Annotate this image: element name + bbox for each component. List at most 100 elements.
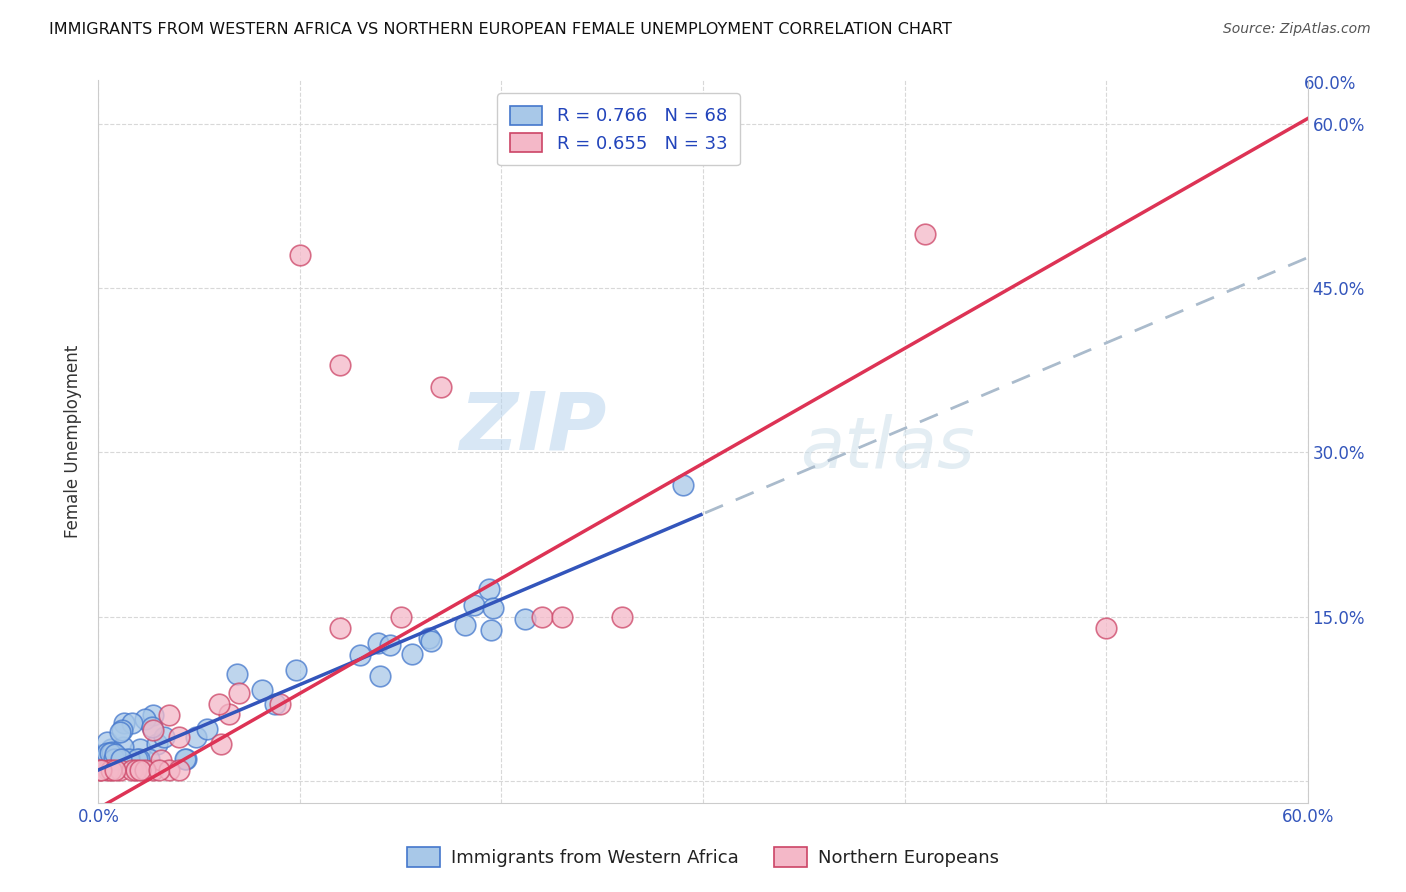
Point bbox=[142, 723, 165, 738]
Point bbox=[150, 753, 173, 767]
Point bbox=[208, 698, 231, 712]
Point bbox=[104, 752, 127, 766]
Point bbox=[110, 725, 132, 739]
Point bbox=[111, 723, 134, 737]
Point bbox=[209, 737, 232, 751]
Point bbox=[118, 752, 141, 766]
Point bbox=[90, 748, 112, 763]
Point bbox=[288, 248, 311, 262]
Point bbox=[269, 698, 291, 712]
Point bbox=[110, 763, 132, 777]
Text: 60.0%: 60.0% bbox=[1303, 75, 1357, 93]
Point bbox=[157, 763, 180, 777]
Point bbox=[111, 740, 134, 755]
Point bbox=[672, 478, 695, 492]
Legend: R = 0.766   N = 68, R = 0.655   N = 33: R = 0.766 N = 68, R = 0.655 N = 33 bbox=[496, 93, 740, 165]
Point bbox=[100, 742, 122, 756]
Y-axis label: Female Unemployment: Female Unemployment bbox=[65, 345, 83, 538]
Text: Source: ZipAtlas.com: Source: ZipAtlas.com bbox=[1223, 22, 1371, 37]
Point bbox=[98, 746, 121, 760]
Point bbox=[479, 623, 502, 637]
Point bbox=[195, 722, 218, 736]
Point bbox=[146, 737, 169, 751]
Point bbox=[108, 752, 131, 766]
Point bbox=[225, 666, 247, 681]
Point bbox=[184, 730, 207, 744]
Text: atlas: atlas bbox=[800, 414, 974, 483]
Point bbox=[124, 763, 146, 777]
Point bbox=[96, 735, 118, 749]
Point bbox=[157, 708, 180, 723]
Point bbox=[478, 582, 501, 597]
Point bbox=[90, 752, 112, 766]
Point bbox=[93, 752, 115, 766]
Point bbox=[121, 715, 143, 730]
Point bbox=[128, 742, 150, 756]
Point bbox=[104, 763, 127, 777]
Point bbox=[1095, 621, 1118, 635]
Point bbox=[463, 598, 485, 612]
Point bbox=[284, 663, 307, 677]
Point bbox=[454, 617, 477, 632]
Point bbox=[329, 358, 352, 372]
Point bbox=[117, 751, 139, 765]
Point bbox=[97, 752, 120, 766]
Point bbox=[418, 631, 440, 645]
Point bbox=[89, 752, 111, 766]
Point bbox=[148, 763, 170, 777]
Point bbox=[218, 706, 240, 721]
Point bbox=[97, 763, 120, 777]
Point bbox=[110, 752, 132, 766]
Point bbox=[100, 763, 122, 777]
Point bbox=[104, 752, 127, 766]
Point bbox=[96, 746, 118, 760]
Point bbox=[228, 686, 250, 700]
Point bbox=[121, 763, 143, 777]
Point bbox=[128, 763, 150, 777]
Point bbox=[401, 647, 423, 661]
Point bbox=[430, 380, 453, 394]
Legend: Immigrants from Western Africa, Northern Europeans: Immigrants from Western Africa, Northern… bbox=[401, 839, 1005, 874]
Point bbox=[250, 683, 273, 698]
Point bbox=[110, 752, 132, 766]
Point bbox=[104, 747, 127, 761]
Point bbox=[104, 749, 127, 764]
Point bbox=[98, 752, 121, 766]
Point bbox=[112, 752, 135, 766]
Point bbox=[134, 763, 156, 777]
Point bbox=[368, 669, 391, 683]
Point bbox=[142, 763, 165, 777]
Text: ZIP: ZIP bbox=[458, 388, 606, 467]
Point bbox=[141, 720, 163, 734]
Point bbox=[174, 752, 197, 766]
Point bbox=[167, 730, 190, 744]
Point bbox=[142, 708, 165, 723]
Point bbox=[90, 763, 112, 777]
Point bbox=[127, 752, 149, 766]
Point bbox=[153, 730, 176, 744]
Point bbox=[167, 763, 190, 777]
Point bbox=[380, 639, 402, 653]
Point bbox=[128, 752, 150, 766]
Point bbox=[612, 609, 634, 624]
Point bbox=[90, 752, 112, 766]
Point bbox=[482, 601, 505, 615]
Point bbox=[101, 745, 124, 759]
Point bbox=[112, 715, 135, 730]
Point bbox=[134, 712, 156, 726]
Point bbox=[389, 609, 412, 624]
Point bbox=[329, 621, 352, 635]
Point bbox=[110, 752, 132, 766]
Text: IMMIGRANTS FROM WESTERN AFRICA VS NORTHERN EUROPEAN FEMALE UNEMPLOYMENT CORRELAT: IMMIGRANTS FROM WESTERN AFRICA VS NORTHE… bbox=[49, 22, 952, 37]
Point bbox=[420, 633, 443, 648]
Point bbox=[138, 752, 160, 766]
Point bbox=[115, 752, 138, 766]
Point bbox=[914, 227, 936, 241]
Point bbox=[174, 752, 197, 766]
Point bbox=[515, 612, 537, 626]
Point bbox=[114, 752, 136, 766]
Point bbox=[349, 648, 371, 662]
Point bbox=[530, 609, 553, 624]
Point bbox=[103, 752, 125, 766]
Point bbox=[551, 609, 574, 624]
